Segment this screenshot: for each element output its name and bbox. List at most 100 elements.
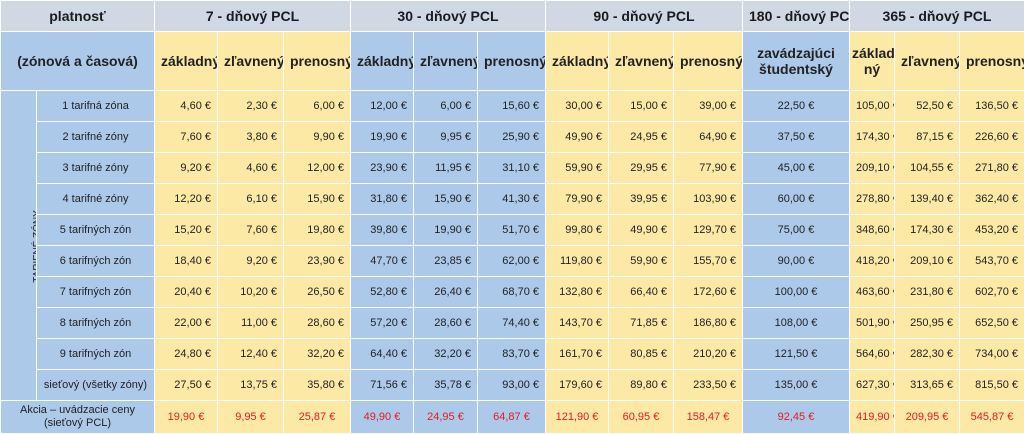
price-cell: 39,80 € (351, 215, 414, 246)
price-cell: 119,80 € (546, 246, 609, 277)
col-zlavneny: zľavnený (218, 32, 284, 91)
price-cell: 80,85 € (609, 339, 674, 370)
price-cell: 9,20 € (155, 153, 218, 184)
zone-name-cell: 2 tarifné zóny (37, 122, 155, 153)
zone-name-cell: 6 tarifných zón (37, 246, 155, 277)
price-cell: 52,50 € (895, 91, 960, 122)
price-cell: 135,00 € (743, 370, 850, 401)
promo-price-cell: 49,90 € (351, 401, 414, 434)
subheader-row: (zónová a časová) základný zľavnený pren… (1, 32, 1024, 91)
price-cell: 463,60 € (850, 277, 895, 308)
price-cell: 99,80 € (546, 215, 609, 246)
price-cell: 20,40 € (155, 277, 218, 308)
price-cell: 62,00 € (478, 246, 546, 277)
price-cell: 35,78 € (414, 370, 478, 401)
promo-price-cell: 60,95 € (609, 401, 674, 434)
promo-price-cell: 64,87 € (478, 401, 546, 434)
tariff-zones-side-label: TARIFNÉ ZÓNY (1, 91, 37, 401)
promo-price-cell: 24,95 € (414, 401, 478, 434)
price-cell: 564,60 € (850, 339, 895, 370)
col-zlavneny: zľavnený (609, 32, 674, 91)
price-cell: 19,80 € (284, 215, 351, 246)
zone-name-cell: 7 tarifných zón (37, 277, 155, 308)
price-cell: 4,60 € (218, 153, 284, 184)
zone-name-cell: 1 tarifná zóna (37, 91, 155, 122)
price-cell: 105,00 € (850, 91, 895, 122)
price-cell: 210,20 € (674, 339, 743, 370)
promo-price-cell: 158,47 € (674, 401, 743, 434)
price-cell: 172,60 € (674, 277, 743, 308)
price-cell: 186,80 € (674, 308, 743, 339)
price-cell: 2,30 € (218, 91, 284, 122)
price-cell: 45,00 € (743, 153, 850, 184)
price-cell: 32,20 € (414, 339, 478, 370)
header-7-day: 7 - dňový PCL (155, 1, 351, 32)
price-cell: 282,30 € (895, 339, 960, 370)
price-cell: 47,70 € (351, 246, 414, 277)
price-cell: 11,00 € (218, 308, 284, 339)
price-cell: 161,70 € (546, 339, 609, 370)
header-365-day: 365 - dňový PCL (850, 1, 1024, 32)
price-cell: 209,10 € (850, 153, 895, 184)
side-label-text: TARIFNÉ ZÓNY (32, 210, 37, 283)
zone-name-cell: 3 tarifné zóny (37, 153, 155, 184)
price-cell: 25,90 € (478, 122, 546, 153)
price-cell: 313,65 € (895, 370, 960, 401)
col-prenosny: prenosný (284, 32, 351, 91)
price-cell: 26,50 € (284, 277, 351, 308)
price-cell: 11,95 € (414, 153, 478, 184)
price-cell: 37,50 € (743, 122, 850, 153)
price-cell: 174,30 € (850, 122, 895, 153)
price-cell: 15,00 € (609, 91, 674, 122)
price-cell: 15,20 € (155, 215, 218, 246)
price-cell: 71,56 € (351, 370, 414, 401)
price-cell: 543,70 € (960, 246, 1024, 277)
price-cell: 52,80 € (351, 277, 414, 308)
price-cell: 32,20 € (284, 339, 351, 370)
price-cell: 418,20 € (850, 246, 895, 277)
promo-price-cell: 121,90 € (546, 401, 609, 434)
price-cell: 26,40 € (414, 277, 478, 308)
price-cell: 6,00 € (284, 91, 351, 122)
price-cell: 23,85 € (414, 246, 478, 277)
subheader-label: (zónová a časová) (1, 32, 155, 91)
zone-name-cell: 9 tarifných zón (37, 339, 155, 370)
price-cell: 12,40 € (218, 339, 284, 370)
price-cell: 59,90 € (609, 246, 674, 277)
price-cell: 6,00 € (414, 91, 478, 122)
price-cell: 453,20 € (960, 215, 1024, 246)
price-cell: 278,80 € (850, 184, 895, 215)
price-cell: 7,60 € (155, 122, 218, 153)
price-cell: 233,50 € (674, 370, 743, 401)
price-cell: 19,90 € (351, 122, 414, 153)
price-cell: 9,90 € (284, 122, 351, 153)
price-cell: 35,80 € (284, 370, 351, 401)
price-cell: 6,10 € (218, 184, 284, 215)
price-cell: 734,00 € (960, 339, 1024, 370)
price-cell: 12,20 € (155, 184, 218, 215)
price-cell: 231,80 € (895, 277, 960, 308)
price-cell: 23,90 € (351, 153, 414, 184)
price-cell: 10,20 € (218, 277, 284, 308)
promo-price-cell: 209,95 € (895, 401, 960, 434)
price-cell: 68,70 € (478, 277, 546, 308)
price-cell: 271,80 € (960, 153, 1024, 184)
price-cell: 348,60 € (850, 215, 895, 246)
price-cell: 51,70 € (478, 215, 546, 246)
price-cell: 22,50 € (743, 91, 850, 122)
promo-price-cell: 9,95 € (218, 401, 284, 434)
price-cell: 19,90 € (414, 215, 478, 246)
price-cell: 31,10 € (478, 153, 546, 184)
header-platnost: platnosť (1, 1, 155, 32)
price-cell: 64,90 € (674, 122, 743, 153)
col-zaklad-split: základ ný (850, 32, 895, 91)
price-cell: 74,40 € (478, 308, 546, 339)
price-cell: 132,80 € (546, 277, 609, 308)
price-cell: 3,80 € (218, 122, 284, 153)
price-cell: 39,00 € (674, 91, 743, 122)
price-cell: 602,70 € (960, 277, 1024, 308)
header-90-day: 90 - dňový PCL (546, 1, 743, 32)
